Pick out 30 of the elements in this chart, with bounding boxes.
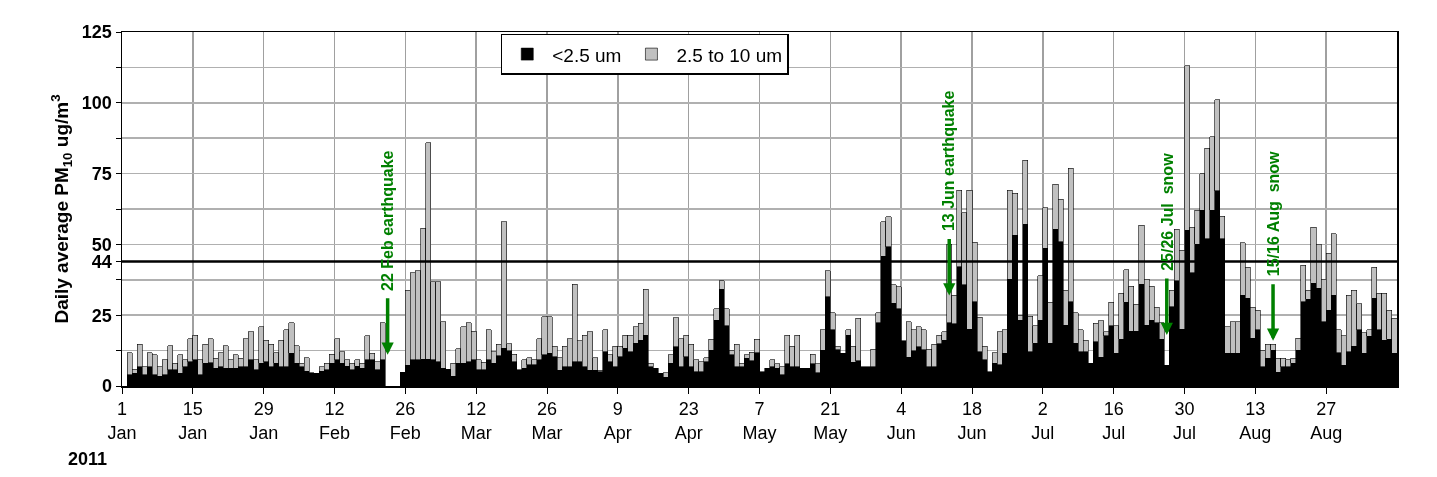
legend-label: 2.5 to 10 um — [676, 44, 783, 66]
annotation: 22 Feb earthquake — [379, 150, 397, 291]
x-tick-label: 23 Apr — [674, 399, 703, 443]
legend-label: <2.5 um — [552, 44, 622, 66]
x-tick-label: 30 Jul — [1172, 399, 1197, 443]
y-tick-label: 0 — [101, 376, 112, 397]
x-tick-label: 16 Jul — [1102, 399, 1126, 443]
text: 2011 — [68, 449, 108, 469]
x-tick-label: 9 Apr — [603, 399, 632, 443]
y-tick-label: 75 — [91, 163, 112, 184]
x-tick-label: 4 Jun — [886, 399, 916, 443]
annotation: 15/16 Aug snow — [1264, 150, 1282, 277]
x-tick-label: 21 May — [813, 399, 848, 443]
x-tick-label: 12 Feb — [318, 399, 351, 443]
y-tick-label: 25 — [91, 305, 112, 326]
x-tick-label: 18 Jun — [957, 399, 987, 443]
x-tick-label: 29 Jan — [249, 399, 279, 443]
x-tick-label: 1 Jan — [107, 399, 137, 443]
x-tick-label: 7 May — [742, 399, 777, 443]
y-tick-label: 100 — [81, 93, 112, 114]
y-tick-label: 125 — [81, 22, 112, 43]
annotation: 25/26 Jul snow — [1158, 152, 1176, 271]
x-tick-label: 26 Feb — [389, 399, 421, 443]
x-tick-label: 13 Aug — [1239, 399, 1272, 443]
annotation: 13 Jun earthquake — [940, 90, 958, 232]
x-tick-label: 27 Aug — [1310, 399, 1343, 443]
x-tick-label: 12 Mar — [460, 399, 492, 443]
x-tick-label: 2 Jul — [1031, 399, 1055, 443]
x-tick-label: 26 Mar — [531, 399, 563, 443]
x-tick-label: 15 Jan — [178, 399, 208, 443]
